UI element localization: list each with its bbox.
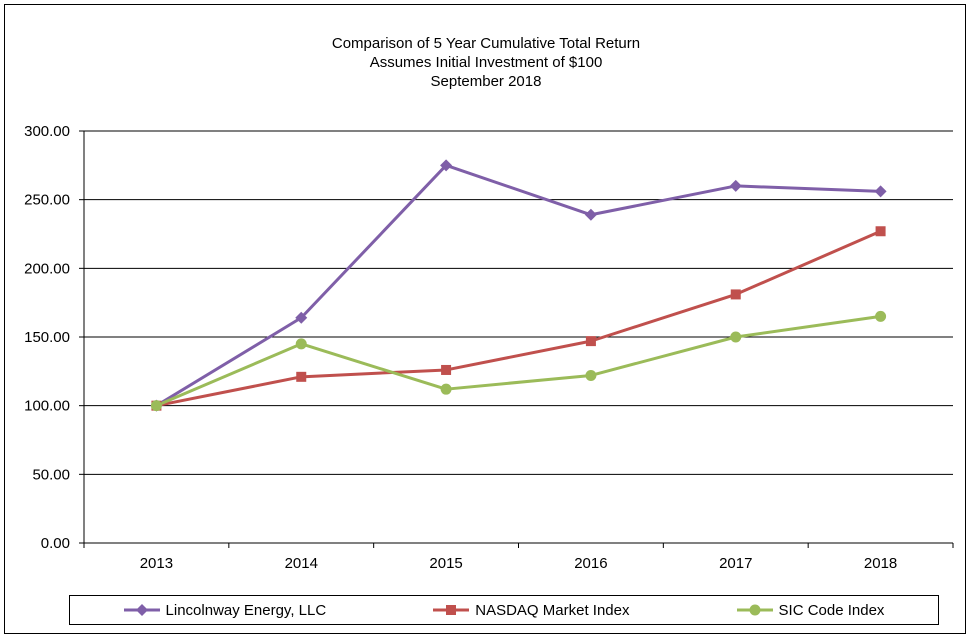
x-tick-label: 2018 bbox=[864, 555, 897, 572]
data-point-s2-0 bbox=[150, 400, 162, 412]
data-point-s0-1 bbox=[295, 311, 308, 324]
y-tick-label: 150.00 bbox=[24, 329, 70, 346]
y-tick-label: 200.00 bbox=[24, 260, 70, 277]
legend-label-lincolnway: Lincolnway Energy, LLC bbox=[165, 601, 327, 619]
chart-frame bbox=[4, 4, 966, 634]
x-tick-label: 2013 bbox=[140, 555, 173, 572]
x-tick-label: 2017 bbox=[719, 555, 752, 572]
series-line-0 bbox=[155, 163, 881, 407]
data-point-s1-5 bbox=[875, 226, 886, 237]
y-tick-label: 250.00 bbox=[24, 192, 70, 209]
data-point-s0-5 bbox=[874, 185, 887, 198]
legend-swatch-lincolnway bbox=[123, 604, 160, 616]
y-tick-label: 300.00 bbox=[24, 123, 70, 140]
chart-title: Comparison of 5 Year Cumulative Total Re… bbox=[331, 35, 641, 52]
series-line-1 bbox=[156, 229, 882, 408]
legend-item-sic: SIC Code Index bbox=[736, 601, 885, 619]
data-point-s0-2 bbox=[440, 159, 453, 172]
y-tick-label: 100.00 bbox=[24, 398, 70, 415]
legend-swatch-nasdaq bbox=[433, 605, 470, 615]
chart-subtitle-line-2: September 2018 bbox=[430, 73, 542, 90]
data-point-s1-4 bbox=[730, 289, 741, 300]
x-tick-label: 2014 bbox=[285, 555, 318, 572]
data-point-s0-4 bbox=[729, 179, 742, 192]
x-tick-label: 2015 bbox=[429, 555, 462, 572]
data-point-s0-3 bbox=[584, 208, 597, 221]
data-point-s1-3 bbox=[585, 336, 596, 347]
y-tick-label: 50.00 bbox=[32, 466, 70, 483]
data-point-s1-1 bbox=[296, 371, 307, 382]
legend-item-nasdaq: NASDAQ Market Index bbox=[433, 602, 629, 619]
data-point-s2-3 bbox=[585, 369, 597, 381]
legend-item-lincolnway: Lincolnway Energy, LLC bbox=[123, 601, 327, 619]
data-point-s2-2 bbox=[440, 383, 452, 395]
legend-swatch-sic bbox=[736, 604, 773, 616]
x-tick-label: 2016 bbox=[574, 555, 607, 572]
chart-subtitle-line-1: Assumes Initial Investment of $100 bbox=[369, 54, 603, 71]
legend-label-nasdaq: NASDAQ Market Index bbox=[475, 601, 630, 619]
legend-label-sic: SIC Code Index bbox=[778, 601, 885, 619]
data-point-s1-2 bbox=[441, 364, 452, 375]
data-point-s2-5 bbox=[875, 310, 887, 322]
chart-legend: Lincolnway Energy, LLC NASDAQ Market Ind… bbox=[69, 595, 939, 625]
data-point-s2-4 bbox=[730, 331, 742, 343]
data-point-s2-1 bbox=[295, 338, 307, 350]
y-tick-label: 0.00 bbox=[41, 535, 70, 552]
series-line-2 bbox=[155, 314, 881, 408]
